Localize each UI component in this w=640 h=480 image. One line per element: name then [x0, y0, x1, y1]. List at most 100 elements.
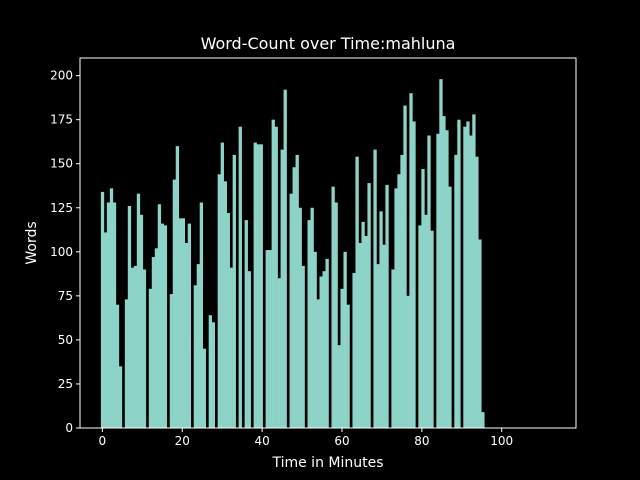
bar [163, 225, 168, 428]
y-tick-label: 125 [50, 201, 73, 215]
bar [136, 193, 141, 428]
bar [424, 214, 428, 428]
x-tick-label: 100 [490, 434, 513, 448]
y-tick-label: 25 [58, 377, 73, 391]
bar [238, 126, 242, 429]
x-tick-label: 40 [254, 434, 269, 448]
bar [346, 304, 350, 428]
bar [220, 142, 224, 428]
y-tick-label: 150 [50, 157, 73, 171]
bar [409, 93, 413, 429]
bar [184, 243, 189, 428]
y-tick-label: 75 [58, 289, 73, 303]
bar [247, 271, 251, 428]
bar [139, 214, 144, 428]
bar [391, 269, 395, 428]
bar [253, 142, 257, 428]
bar [469, 135, 473, 428]
bar [445, 130, 449, 429]
bar [439, 79, 443, 428]
bar [169, 294, 174, 428]
bar [358, 243, 362, 428]
bar [187, 223, 192, 428]
bar [319, 276, 323, 428]
bar [130, 267, 135, 428]
bar [154, 248, 159, 428]
bar [418, 225, 422, 428]
bar [100, 191, 105, 428]
bar [271, 119, 275, 429]
bar [331, 186, 335, 428]
plot-frame [79, 57, 577, 429]
x-tick-label: 0 [99, 434, 107, 448]
bar [277, 278, 281, 428]
bar [172, 179, 177, 428]
bar [472, 114, 476, 428]
x-axis-ticks: 0 20 40 60 80 100 [99, 428, 513, 448]
bar [244, 220, 248, 428]
y-axis-label: Words [24, 221, 40, 264]
bar [475, 156, 479, 429]
bar [109, 188, 114, 428]
bar [259, 144, 263, 428]
bar [148, 288, 153, 428]
bar [352, 272, 356, 428]
bar [457, 119, 461, 429]
bar [316, 299, 320, 428]
bar [196, 264, 201, 428]
bar [307, 220, 311, 428]
bar [412, 121, 416, 429]
bar [274, 126, 278, 429]
bar [112, 202, 117, 428]
y-tick-label: 175 [50, 113, 73, 127]
bar [133, 265, 138, 428]
bar [340, 288, 344, 428]
bar [217, 174, 221, 428]
y-tick-label: 50 [58, 333, 73, 347]
bar [313, 251, 317, 428]
bar [295, 154, 299, 428]
bars-group [100, 79, 485, 429]
bar [175, 146, 180, 428]
bar [364, 235, 368, 428]
bar [298, 207, 302, 428]
bar [400, 154, 404, 428]
bar [430, 230, 434, 428]
x-tick-label: 60 [334, 434, 349, 448]
bar [256, 144, 260, 428]
bar [334, 202, 338, 428]
bar [382, 244, 386, 428]
bar [223, 181, 227, 428]
bar [478, 239, 482, 428]
bar [337, 345, 341, 428]
bar [127, 206, 132, 428]
bar [301, 265, 305, 428]
y-axis-ticks: 0 25 50 75 100 125 150 175 200 [50, 69, 80, 435]
bar [442, 116, 446, 428]
bar [124, 299, 129, 428]
bar [193, 285, 198, 428]
bar [466, 121, 470, 429]
bar [397, 174, 401, 428]
bar [436, 133, 440, 428]
bar [367, 183, 371, 428]
bar [343, 251, 347, 428]
x-tick-label: 80 [414, 434, 429, 448]
chart-title: Word-Count over Time:mahluna [201, 34, 456, 53]
bar [289, 193, 293, 428]
bar [106, 202, 111, 428]
bar [115, 304, 120, 428]
bar [376, 264, 380, 428]
bar [463, 126, 467, 429]
bar [325, 258, 329, 428]
bar [454, 154, 458, 428]
bar [181, 218, 186, 428]
bar [199, 202, 204, 428]
bar [151, 257, 156, 428]
bar [226, 213, 230, 428]
bar [292, 167, 296, 429]
bar [355, 156, 359, 429]
bar [160, 223, 165, 428]
y-tick-label: 0 [65, 421, 73, 435]
